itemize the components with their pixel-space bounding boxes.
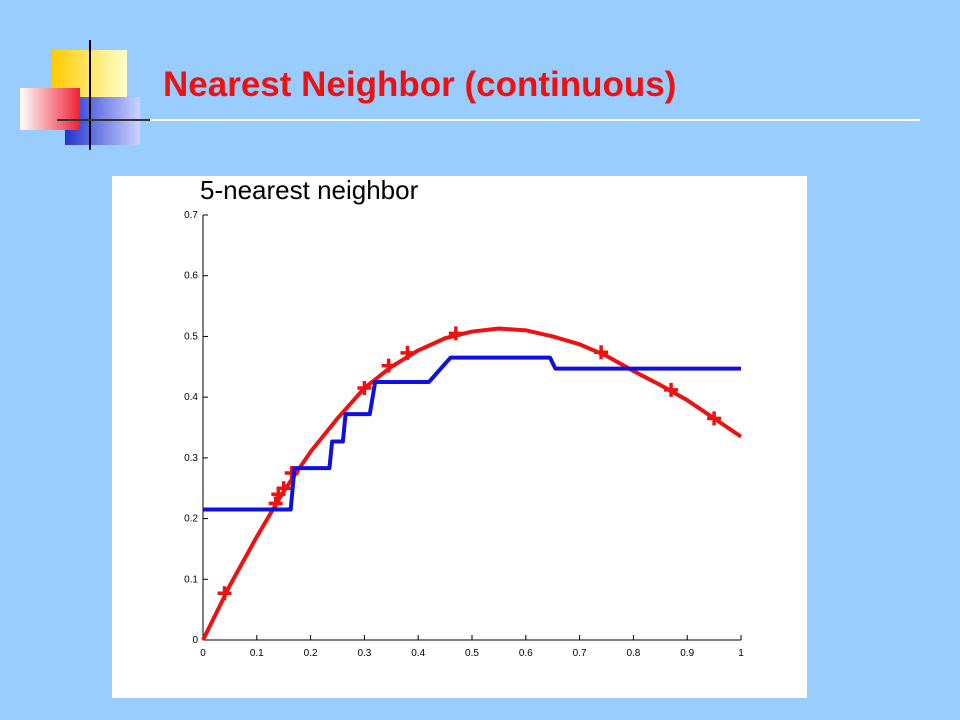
y-tick-label: 0.2 — [184, 514, 198, 525]
data-point — [448, 326, 463, 341]
y-tick-label: 0.3 — [184, 453, 198, 464]
x-tick-label: 0.3 — [357, 648, 371, 659]
x-tick-label: 0 — [200, 648, 206, 659]
data-point — [707, 411, 722, 426]
y-tick-label: 0 — [192, 635, 198, 646]
data-point — [594, 345, 609, 360]
x-tick-label: 0.8 — [626, 648, 640, 659]
chart-title: 5-nearest neighbor — [200, 175, 419, 205]
chart-panel — [112, 176, 807, 698]
deco-square — [20, 88, 80, 130]
x-tick-label: 0.1 — [250, 648, 264, 659]
plot: 0 0.1 0.2 0.3 0.4 0.5 0.6 0.7 0 0.1 0.2 0.3 0.4 0.5 0.… — [184, 210, 744, 659]
x-tick-label: 0.5 — [465, 648, 479, 659]
y-tick-label: 0.4 — [184, 392, 198, 403]
y-tick-label: 0.7 — [184, 210, 198, 221]
data-point — [381, 358, 396, 373]
data-point — [217, 586, 232, 601]
data-point — [400, 345, 415, 360]
data-point — [276, 481, 291, 496]
series-line — [203, 355, 741, 512]
y-tick-label: 0.6 — [184, 271, 198, 282]
x-tick-label: 1 — [738, 648, 744, 659]
data-point — [664, 382, 679, 397]
x-tick-label: 0.7 — [573, 648, 587, 659]
x-tick-label: 0.2 — [304, 648, 318, 659]
y-tick-label: 0.1 — [184, 574, 198, 585]
slide-title: Nearest Neighbor (continuous) — [163, 65, 676, 104]
data-point — [357, 381, 372, 396]
x-tick-label: 0.9 — [680, 648, 694, 659]
x-tick-label: 0.4 — [411, 648, 425, 659]
x-tick-label: 0.6 — [519, 648, 533, 659]
y-tick-label: 0.5 — [184, 331, 198, 342]
